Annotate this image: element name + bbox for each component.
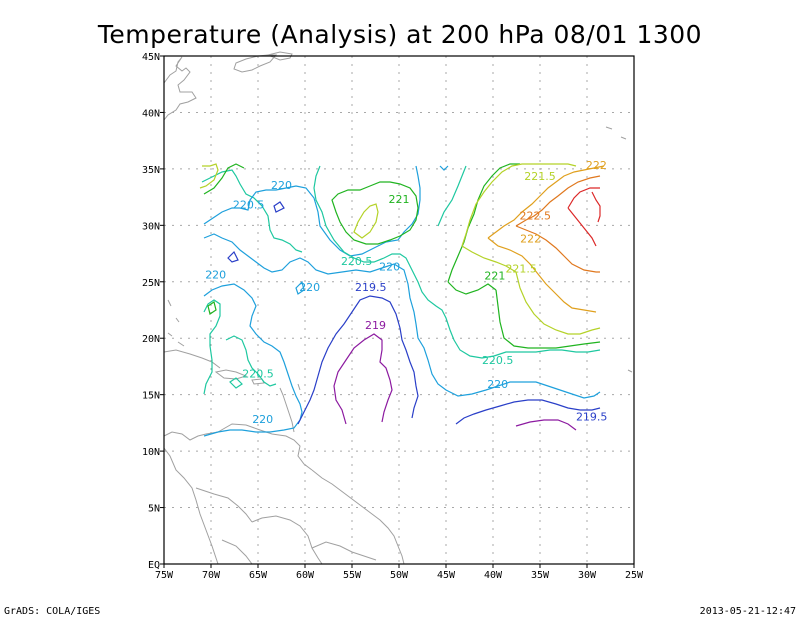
lon-tick-label: 65W: [249, 570, 268, 581]
lon-tick-label: 55W: [343, 570, 362, 581]
lat-tick-label: EQ: [148, 560, 160, 571]
lat-tick-label: 45N: [142, 52, 160, 63]
coastline-azores: [605, 126, 627, 140]
graticule: [164, 56, 634, 564]
lat-tick-label: 25N: [142, 278, 160, 289]
contour-221-north-center: [331, 181, 419, 245]
contour-219-5-west-loop: [227, 250, 239, 263]
contour-label: 220: [252, 413, 273, 426]
footer-right: 2013-05-21-12:47: [700, 606, 796, 617]
contour-label: 220: [205, 268, 226, 281]
coastline-central-america: [163, 431, 219, 441]
contour-label: 219: [365, 319, 386, 332]
lat-tick-label: 35N: [142, 165, 160, 176]
contour-label: 221: [389, 193, 410, 206]
lon-tick-label: 70W: [202, 570, 221, 581]
contour-220-5-nw: [201, 169, 303, 253]
coastlines: [163, 51, 633, 565]
border-colombia: [195, 487, 253, 523]
contour-219-5-east: [455, 399, 601, 425]
contour-label: 220: [487, 378, 508, 391]
lat-tick-label: 10N: [142, 447, 160, 458]
contour-220-small-north: [439, 165, 449, 171]
contour-220-5-east-top: [437, 165, 467, 227]
coastline-puerto-rico: [251, 378, 265, 385]
contour-label: 220.5: [341, 255, 373, 268]
lon-tick-label: 45W: [437, 570, 456, 581]
contour-label: 220: [271, 179, 292, 192]
contour-219-5-center: [297, 295, 419, 425]
lon-tick-label: 30W: [578, 570, 597, 581]
temperature-contours: [199, 163, 605, 437]
lat-tick-label: 5N: [148, 504, 160, 515]
coastline-north-america: [163, 56, 197, 121]
contour-221-5-east: [461, 163, 601, 335]
coastline-venezuela-guyana: [311, 469, 405, 565]
coastline-south-america-west: [163, 447, 219, 565]
contour-label: 222: [520, 232, 541, 245]
contour-label: 219.5: [576, 411, 608, 424]
contour-221-nw: [203, 163, 245, 195]
lon-tick-label: 75W: [155, 570, 174, 581]
lon-tick-label: 25W: [625, 570, 644, 581]
contour-219-east: [515, 419, 577, 431]
contour-label: 220: [379, 260, 400, 273]
contour-220-small-center-west: [295, 280, 305, 295]
contour-label: 220.5: [233, 198, 265, 211]
coastline-lesser-antilles: [279, 383, 301, 433]
contour-label: 222.5: [520, 210, 552, 223]
contour-221-5-north-center: [353, 203, 379, 239]
contour-label: 220: [299, 281, 320, 294]
lon-tick-label: 50W: [390, 570, 409, 581]
border-brazil: [221, 539, 253, 565]
contour-220-5-caribbean: [225, 335, 277, 387]
contour-label: 220.5: [482, 354, 514, 367]
coastline-south-america-north: [217, 423, 313, 471]
lon-tick-label: 60W: [296, 570, 315, 581]
lat-tick-label: 15N: [142, 391, 160, 402]
contour-220-5-southwest: [203, 299, 221, 395]
contour-220-southwest: [203, 283, 303, 437]
footer-left: GrADS: COLA/IGES: [4, 606, 100, 617]
contour-222-east: [487, 165, 605, 313]
lat-tick-label: 40N: [142, 108, 160, 119]
axis-ticks: 75W 70W 65W 60W 55W 50W 45W 40W 35W 30W 25W EQ 5N 10N…: [142, 52, 644, 581]
contour-label: 221.5: [505, 263, 537, 276]
map-title: Temperature (Analysis) at 200 hPa 08/01 …: [97, 20, 702, 49]
lat-tick-label: 30N: [142, 221, 160, 232]
contour-label: 221: [484, 270, 505, 283]
border-guianas: [311, 541, 377, 561]
contour-223-east: [567, 187, 601, 247]
border-venezuela: [251, 515, 323, 565]
contour-label: 220.5: [242, 368, 274, 381]
contour-220-northwest: [203, 165, 421, 257]
contour-220-5-center-north: [313, 165, 601, 359]
contour-219-5-small-west: [273, 201, 285, 213]
contour-label: 221.5: [524, 170, 556, 183]
contour-222-5-east: [515, 175, 601, 273]
map-frame: [163, 55, 635, 565]
contour-labels: 220 220.5 221 220 220.5 220 220 219.5 219 220.5 22…: [205, 159, 607, 426]
coastline-hispaniola: [214, 369, 248, 380]
coastline-africa-edge: [627, 369, 633, 373]
contour-219-center: [333, 333, 393, 425]
contour-220-west-bay: [203, 233, 601, 399]
coastline-nova-scotia: [233, 54, 278, 73]
contour-220-5-lesser-antilles: [229, 377, 243, 389]
contour-221-east: [447, 163, 601, 349]
contour-221-small-west: [207, 301, 217, 315]
contour-221-5-nw: [199, 163, 219, 189]
coastline-cuba: [163, 349, 221, 369]
lat-tick-label: 20N: [142, 334, 160, 345]
coastline-bahamas: [167, 299, 185, 347]
lon-tick-label: 40W: [484, 570, 503, 581]
contour-label: 219.5: [355, 281, 387, 294]
contour-label: 222: [586, 159, 607, 172]
lon-tick-label: 35W: [531, 570, 550, 581]
